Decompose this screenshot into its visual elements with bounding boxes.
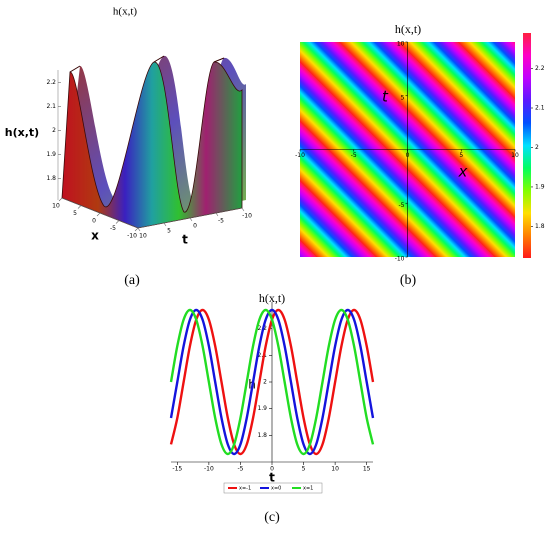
z-tick-label: 2.2 [46,79,56,86]
colorbar-tick-label: 1.9 [535,183,545,190]
x-axis-label: x [91,229,99,243]
line-series [169,308,375,456]
colorbar-tick-label: 2 [535,144,539,151]
z-tick-label: 2.1 [46,103,56,110]
y-tick [215,212,219,217]
y-tick-label: 2 [263,379,267,386]
y-tick [137,227,141,232]
colorbar [523,33,531,258]
y-axis-label: t [182,233,188,247]
y-axis-label: t [382,88,389,106]
x-axis-label: t [269,471,275,485]
x-tick-label: 0 [270,466,274,473]
x-tick-label: -5 [237,466,243,473]
x-tick-label: 5 [459,152,463,159]
line-series [169,308,375,456]
panel-label: (b) [400,273,417,288]
x-tick-label: 0 [92,218,96,225]
z-tick-label: 1.9 [46,151,56,158]
x-tick-label: 10 [52,203,60,210]
y-tick-label: 10 [139,233,147,240]
x-tick-label: 10 [331,466,339,473]
y-tick-label: 5 [401,94,405,101]
x-axis-label: x [458,163,468,181]
x-tick-label: 5 [302,466,306,473]
x-tick [58,197,63,202]
x-tick-label: -5 [110,225,116,232]
y-tick [163,222,167,227]
x-tick-label: -5 [351,152,357,159]
y-tick-label: 1.9 [257,405,267,412]
y-tick-label: 10 [397,41,405,48]
y-tick-label: 2.1 [257,352,267,359]
y-tick-label: 5 [167,228,171,235]
legend-label: x=-1 [239,486,251,492]
x-tick [115,220,120,224]
colorbar-tick-label: 2.1 [535,105,545,112]
x-tick-label: -10 [204,466,214,473]
chart-title: h(x,t) [395,22,421,36]
chart-title: h(x,t) [113,6,137,18]
z-tick-label: 1.8 [46,175,56,182]
legend-box [223,482,323,494]
y-tick-label: -10 [242,213,252,220]
y-tick-label: -5 [399,202,405,209]
y-tick-label: 0 [193,223,197,230]
panel-label: (c) [264,510,280,525]
colorbar-tick-label: 1.8 [535,223,545,230]
legend-label: x=0 [271,486,281,492]
z-axis-label: h(x,t) [5,126,39,139]
x-tick-label: -10 [127,233,137,240]
y-tick-label: -10 [395,256,405,263]
colorbar-tick-label: 2.2 [535,65,545,72]
y-tick [241,207,245,212]
x-tick [134,227,139,232]
surface [57,55,246,229]
y-tick [189,217,193,222]
x-tick-label: -15 [172,466,182,473]
legend-label: x=1 [303,486,313,492]
panel-label: (a) [124,273,140,288]
x-tick-label: -10 [295,152,305,159]
x-tick-label: 15 [363,466,371,473]
x-tick [77,205,82,209]
y-tick-label: 1.8 [257,432,267,439]
chart-title: h(x,t) [259,291,285,305]
x-tick-label: 5 [73,210,77,217]
x-tick-label: 10 [511,152,519,159]
x-tick-label: 0 [406,152,410,159]
y-tick-label: -5 [218,218,224,225]
x-tick [96,212,101,217]
z-tick-label: 2 [52,127,56,134]
